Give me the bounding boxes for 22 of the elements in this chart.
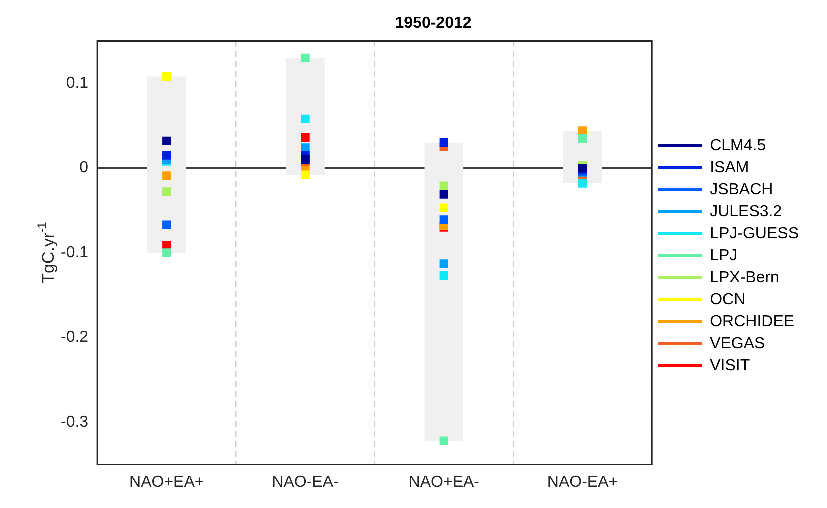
y-tick-label: 0 [80, 160, 89, 177]
legend-label: VEGAS [710, 335, 766, 352]
legend-label: ISAM [710, 159, 750, 176]
legend-label: LPJ-GUESS [710, 225, 800, 242]
y-tick-label: -0.2 [60, 329, 89, 346]
legend-label: ORCHIDEE [710, 313, 795, 330]
legend-label: CLM4.5 [710, 137, 766, 154]
legend-label: JSBACH [710, 181, 774, 198]
y-tick-label: -0.1 [60, 244, 89, 262]
legend-label: VISIT [710, 357, 750, 374]
chart-title: 1950-2012 [395, 15, 472, 32]
legend-label: OCN [710, 291, 746, 308]
x-tick-label: NAO+EA- [408, 474, 480, 491]
x-tick-label: NAO-EA+ [547, 474, 618, 491]
y-tick-label: -0.3 [60, 414, 89, 431]
x-tick-label: NAO-EA- [272, 474, 339, 491]
legend-label: LPX-Bern [710, 269, 780, 286]
x-tick-label: NAO+EA+ [130, 474, 204, 491]
legend-label: JULES3.2 [710, 203, 782, 220]
y-tick-label: 0.1 [66, 74, 89, 92]
y-axis-title: TgC.yr-1 [35, 222, 58, 284]
legend-label: LPJ [710, 247, 738, 264]
